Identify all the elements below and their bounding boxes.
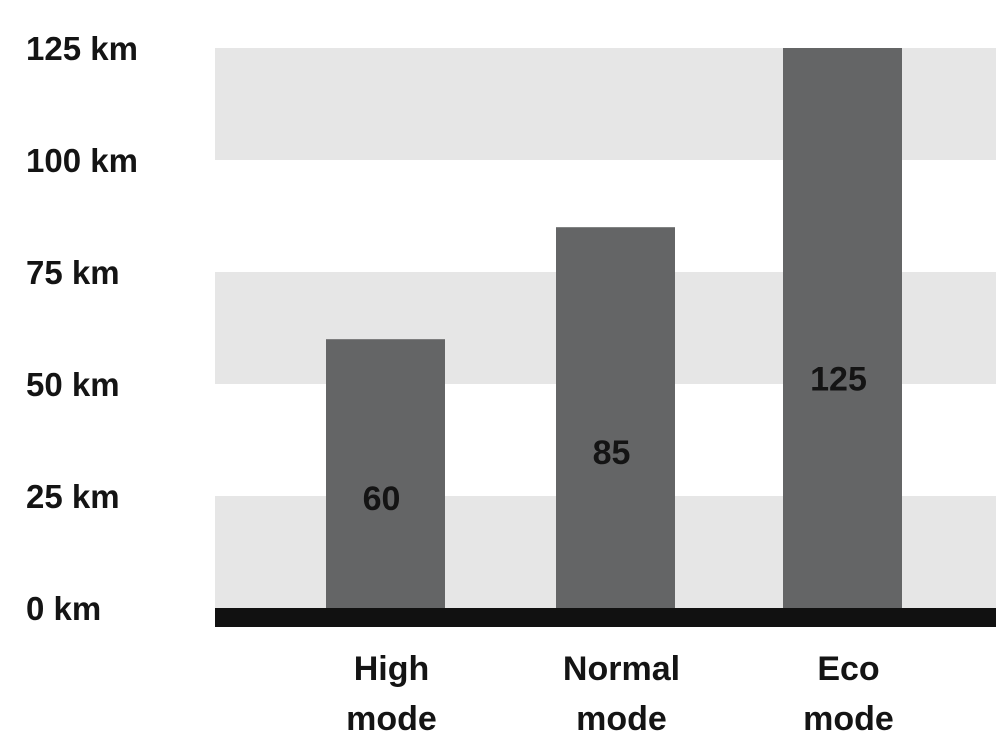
- y-axis-tick-labels: 0 km 25 km 50 km 75 km 100 km 125 km: [26, 30, 138, 627]
- x-category-label-line: High: [354, 650, 430, 688]
- y-tick-label: 50 km: [26, 366, 120, 403]
- y-tick-label: 25 km: [26, 478, 120, 515]
- x-category-label: Normal mode: [563, 650, 680, 731]
- x-category-label-line: mode: [803, 700, 894, 731]
- bar-value-label: 60: [363, 480, 401, 518]
- x-category-label-line: mode: [576, 700, 667, 731]
- x-category-label: Eco mode: [803, 650, 894, 731]
- x-category-label: High mode: [346, 650, 437, 731]
- bar-value-label: 85: [593, 434, 631, 472]
- y-tick-label: 75 km: [26, 254, 120, 291]
- bar: [556, 227, 675, 608]
- y-tick-label: 125 km: [26, 30, 138, 67]
- bar-value-label: 125: [810, 360, 867, 398]
- bars: [326, 48, 902, 608]
- y-tick-label: 100 km: [26, 142, 138, 179]
- x-axis-category-labels: High mode Normal mode Eco mode: [346, 650, 894, 731]
- x-axis-baseline: [215, 608, 996, 627]
- x-category-label-line: mode: [346, 700, 437, 731]
- bar: [326, 339, 445, 608]
- x-category-label-line: Normal: [563, 650, 680, 688]
- bar: [783, 48, 902, 608]
- bar-data-labels: 60 85 125: [363, 360, 867, 517]
- x-category-label-line: Eco: [817, 650, 879, 688]
- y-tick-label: 0 km: [26, 590, 101, 627]
